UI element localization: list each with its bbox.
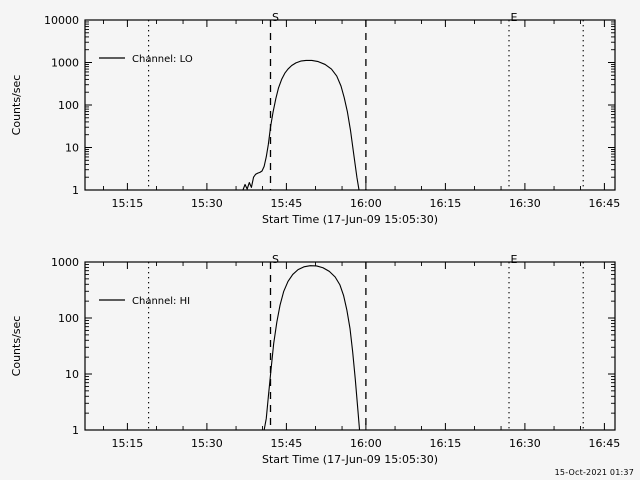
legend-label: Channel: HI [132, 296, 190, 307]
x-axis-label: Start Time (17-Jun-09 15:05:30) [262, 213, 438, 226]
y-tick-label: 100 [58, 312, 79, 325]
x-tick-label: 15:30 [191, 437, 223, 450]
panel-background [0, 0, 640, 240]
y-axis-label: Counts/sec [10, 316, 23, 377]
y-tick-label: 1000 [51, 256, 79, 269]
panel-background [0, 240, 640, 480]
marker-label-E: E [511, 253, 518, 266]
plot-canvas-hi: S E 1 10 100 1000 15:15 15:30 15:45 16:00 16:15 16:… [0, 240, 640, 480]
x-tick-label: 16:45 [589, 437, 621, 450]
plot-canvas-lo: S E 1 10 100 1000 10000 15:15 15:30 15:45 16:00 16:… [0, 0, 640, 240]
plot-frame [84, 19, 616, 191]
x-tick-label: 16:30 [509, 437, 541, 450]
marker-label-S: S [272, 253, 279, 266]
plot-svg-hi: S E 1 10 100 1000 15:15 15:30 15:45 16:00 16:15 16:… [0, 240, 640, 480]
x-tick-label: 15:30 [191, 197, 223, 210]
x-tick-label: 15:45 [271, 437, 303, 450]
x-axis-label: Start Time (17-Jun-09 15:05:30) [262, 453, 438, 466]
y-tick-label: 10000 [44, 14, 79, 27]
x-tick-label: 16:00 [350, 197, 382, 210]
plot-panel-lo: RHESSI PARTICLE_RATE Channel: LO SE11010… [0, 0, 640, 240]
plot-frame [84, 261, 616, 431]
plot-svg-lo: S E 1 10 100 1000 10000 15:15 15:30 15:45 16:00 16:… [0, 0, 640, 240]
y-tick-label: 10 [65, 368, 79, 381]
x-tick-label: 16:15 [430, 197, 462, 210]
marker-label-S: S [272, 11, 279, 24]
data-curve-lo [242, 59, 360, 191]
x-tick-label: 16:30 [509, 197, 541, 210]
data-curve-hi [263, 265, 361, 431]
plot-panel-hi: RHESSI PARTICLE_RATE Channel: HI SE11010… [0, 240, 640, 480]
x-tick-label: 15:45 [271, 197, 303, 210]
x-tick-label: 16:15 [430, 437, 462, 450]
marker-label-E: E [511, 11, 518, 24]
y-tick-label: 1000 [51, 57, 79, 70]
y-tick-label: 1 [72, 424, 79, 437]
render-timestamp: 15-Oct-2021 01:37 [554, 468, 634, 477]
x-tick-label: 16:00 [350, 437, 382, 450]
x-tick-label: 16:45 [589, 197, 621, 210]
y-tick-label: 100 [58, 99, 79, 112]
legend-label: Channel: LO [132, 54, 193, 65]
y-axis-label: Counts/sec [10, 75, 23, 136]
x-tick-label: 15:15 [112, 437, 144, 450]
y-tick-label: 10 [65, 142, 79, 155]
y-tick-label: 1 [72, 184, 79, 197]
x-tick-label: 15:15 [112, 197, 144, 210]
